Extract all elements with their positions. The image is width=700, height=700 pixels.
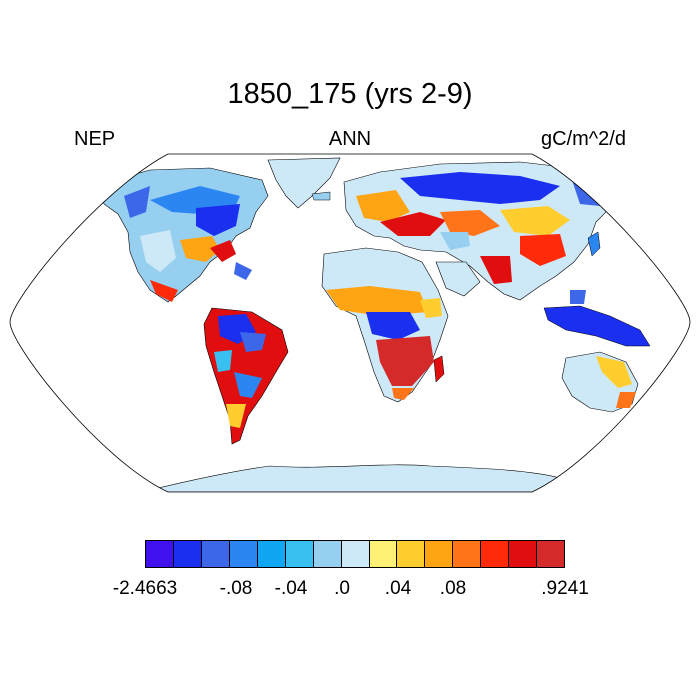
season-label: ANN [328, 128, 372, 150]
colorbar-label: .08 [439, 578, 467, 599]
colorbar-swatch [285, 541, 314, 567]
colorbar-swatch [313, 541, 342, 567]
north-america [99, 167, 269, 303]
variable-label: NEP [74, 128, 116, 150]
arabia [435, 261, 481, 297]
colorbar-label: .04 [384, 578, 412, 599]
colorbar-swatch [425, 541, 454, 567]
colorbar-swatch [509, 541, 538, 567]
colorbar [145, 540, 565, 568]
colorbar-swatch [481, 541, 510, 567]
iceland [311, 191, 331, 201]
greenland [267, 157, 341, 209]
colorbar-swatch [201, 541, 230, 567]
colorbar-swatch [397, 541, 426, 567]
colorbar-label: .9241 [541, 578, 589, 599]
colorbar-swatch [257, 541, 286, 567]
madagascar [433, 355, 445, 383]
southeast-asia [543, 305, 651, 347]
plot-title: 1850_175 (yrs 2-9) [227, 78, 473, 110]
colorbar-swatch [369, 541, 398, 567]
map-outline [9, 153, 691, 493]
colorbar-label: -.08 [219, 578, 253, 599]
colorbar-swatch [229, 541, 258, 567]
units-label: gC/m^2/d [541, 128, 626, 150]
colorbar-swatch [146, 541, 174, 567]
colorbar-label: -2.4663 [112, 578, 178, 599]
colorbar-label: .0 [334, 578, 350, 599]
colorbar-label: -.04 [274, 578, 308, 599]
japan [587, 231, 601, 257]
colorbar-swatch [453, 541, 482, 567]
colorbar-swatch [341, 541, 370, 567]
antarctica [149, 464, 581, 492]
new-zealand [643, 395, 669, 427]
colorbar-swatch [537, 541, 565, 567]
colorbar-swatch [173, 541, 202, 567]
